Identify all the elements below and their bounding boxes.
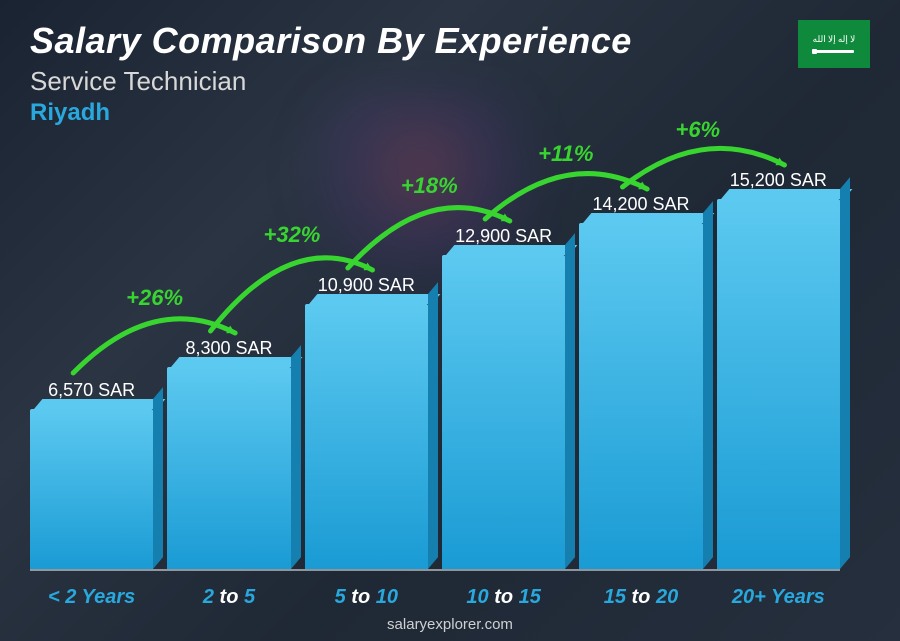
chart-title: Salary Comparison By Experience xyxy=(30,20,870,62)
bar-value-label: 12,900 SAR xyxy=(455,226,552,247)
bar-value-label: 15,200 SAR xyxy=(730,170,827,191)
bar xyxy=(167,367,290,569)
increase-label: +26% xyxy=(126,285,183,311)
bar-column: 14,200 SAR xyxy=(579,194,702,569)
bar xyxy=(30,409,153,569)
x-axis-label: 15 to 20 xyxy=(579,586,702,609)
x-axis-label: < 2 Years xyxy=(30,586,153,609)
bar xyxy=(717,199,840,569)
bar xyxy=(442,255,565,569)
chart-location: Riyadh xyxy=(30,99,870,127)
bar-column: 8,300 SAR xyxy=(167,338,290,569)
bar xyxy=(579,223,702,569)
x-axis-label: 20+ Years xyxy=(717,586,840,609)
bar-column: 6,570 SAR xyxy=(30,380,153,569)
x-axis-label: 5 to 10 xyxy=(305,586,428,609)
x-axis: < 2 Years 2 to 5 5 to 10 10 to 15 15 to 20 20… xyxy=(30,586,840,609)
footer-credit: salaryexplorer.com xyxy=(0,616,900,633)
bar-value-label: 14,200 SAR xyxy=(592,194,689,215)
increase-label: +18% xyxy=(401,173,458,199)
bar-column: 12,900 SAR xyxy=(442,226,565,569)
bar-value-label: 6,570 SAR xyxy=(48,380,135,401)
header: Salary Comparison By Experience Service … xyxy=(30,20,870,127)
bar xyxy=(305,304,428,569)
bar-column: 15,200 SAR xyxy=(717,170,840,569)
increase-label: +32% xyxy=(263,222,320,248)
bar-chart: 6,570 SAR 8,300 SAR 10,900 SAR 12,900 SAR 14… xyxy=(30,150,840,571)
svg-text:لا إله إلا الله: لا إله إلا الله xyxy=(813,34,856,45)
x-axis-label: 2 to 5 xyxy=(167,586,290,609)
bar-column: 10,900 SAR xyxy=(305,275,428,569)
x-axis-label: 10 to 15 xyxy=(442,586,565,609)
flag-icon: لا إله إلا الله xyxy=(798,20,870,68)
chart-subtitle: Service Technician xyxy=(30,66,870,97)
bar-value-label: 8,300 SAR xyxy=(185,338,272,359)
bar-value-label: 10,900 SAR xyxy=(318,275,415,296)
increase-label: +11% xyxy=(538,141,593,167)
